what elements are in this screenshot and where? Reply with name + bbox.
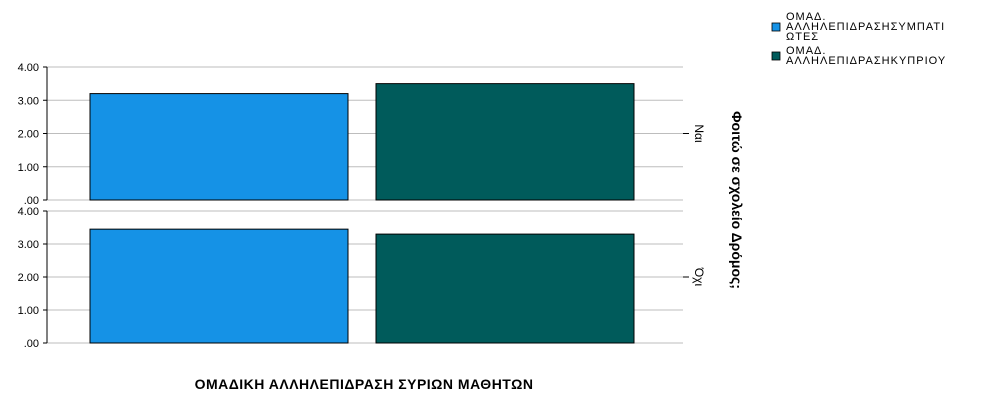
- legend-label-line: ΩΤΕΣ: [786, 31, 819, 43]
- y-tick-label: .00: [24, 338, 39, 350]
- bar-1-1: [89, 93, 349, 201]
- y-tick-label: 2.00: [18, 129, 39, 141]
- x-axis-label: ΟΜΑΔΙΚΗ ΑΛΛΗΛΕΠΙΔΡΑΣΗ ΣΥΡΙΩΝ ΜΑΘΗΤΩΝ: [195, 376, 534, 392]
- bar-1-2: [375, 83, 635, 201]
- legend-item-2: ΟΜΑΔ.ΑΛΛΗΛΕΠΙΔΡΑΣΗΚΥΠΡΙΟΥ: [771, 45, 946, 67]
- y-tick-label: 1.00: [18, 162, 39, 174]
- chart-panels: .00 1.00 2.00 3.00 4.00 Ναι .00 1.00 2.00 3.00 4.0…: [18, 62, 706, 350]
- facet-label: Όχι: [692, 267, 706, 287]
- legend: ΟΜΑΔ.ΑΛΛΗΛΕΠΙΔΡΑΣΗΣΥΜΠΑΤΙΩΤΕΣΟΜΑΔ.ΑΛΛΗΛΕ…: [771, 11, 946, 67]
- y-tick-label: 1.00: [18, 305, 39, 317]
- legend-swatch: [771, 22, 781, 32]
- facet-label: Ναι: [692, 124, 706, 143]
- legend-label-line: ΟΜΑΔ.: [786, 45, 826, 57]
- bar-2-1: [89, 228, 349, 344]
- y-tick-label: 2.00: [18, 272, 39, 284]
- panel-2: .00 1.00 2.00 3.00 4.00 Όχι: [18, 206, 706, 350]
- row-variable-label: Φοιτώ σε σχολείο Δρόμος;: [729, 111, 745, 289]
- panel-1: .00 1.00 2.00 3.00 4.00 Ναι: [18, 62, 706, 207]
- y-tick-label: .00: [24, 195, 39, 207]
- y-tick-label: 4.00: [18, 206, 39, 218]
- y-tick-label: 4.00: [18, 62, 39, 74]
- y-tick-label: 3.00: [18, 95, 39, 107]
- bar-2-2: [375, 233, 635, 344]
- y-tick-label: 3.00: [18, 239, 39, 251]
- legend-label-line: ΟΜΑΔ.: [786, 11, 826, 23]
- legend-swatch: [771, 51, 781, 61]
- legend-label-line: ΑΛΛΗΛΕΠΙΔΡΑΣΗΣΥΜΠΑΤΙ: [786, 21, 945, 33]
- legend-label-line: ΑΛΛΗΛΕΠΙΔΡΑΣΗΚΥΠΡΙΟΥ: [786, 55, 946, 67]
